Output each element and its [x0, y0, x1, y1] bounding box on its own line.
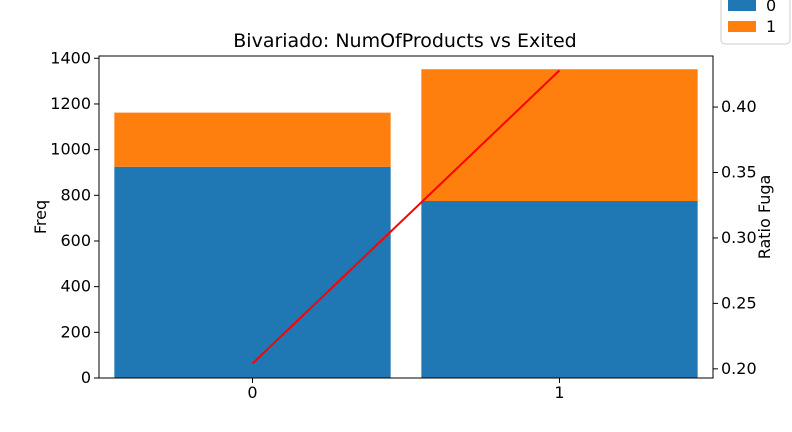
- ratio-line: [251, 69, 561, 365]
- bar-0-series-0: [114, 166, 391, 378]
- bars-group: [114, 69, 698, 378]
- y2-axis-label: Ratio Fuga: [755, 175, 774, 260]
- y-tick-label: 0: [81, 368, 91, 387]
- y2-tick-label: 0.20: [721, 359, 757, 378]
- plot-frame: [98, 55, 714, 379]
- y-tick-label: 200: [60, 322, 91, 341]
- y2-tick-label: 0.30: [721, 228, 757, 247]
- y-axis-label: Freq: [31, 200, 50, 234]
- chart-title: Bivariado: NumOfProducts vs Exited: [233, 30, 576, 52]
- y-tick-label: 600: [60, 231, 91, 250]
- bar-1-series-0: [421, 201, 698, 378]
- x-tick-label: 0: [247, 383, 257, 402]
- legend-swatch-0: [728, 0, 756, 11]
- legend-label: 1: [766, 17, 776, 36]
- ratio-line-group: [251, 69, 561, 365]
- y2-tick-label: 0.25: [721, 293, 757, 312]
- y-tick-label: 1000: [50, 140, 91, 159]
- bar-0-series-1: [114, 112, 391, 167]
- y-tick-label: 1200: [50, 94, 91, 113]
- x-tick-label: 1: [554, 383, 564, 402]
- bar-1-series-1: [421, 69, 698, 202]
- y2-tick-label: 0.35: [721, 162, 757, 181]
- axes-group: 0 200 400 600 800 1000 1200 1400 0.20 0.25 0.30 0.3…: [50, 48, 756, 402]
- legend-swatch-1: [728, 21, 756, 32]
- legend-label: 0: [766, 0, 776, 15]
- y-tick-label: 400: [60, 277, 91, 296]
- y-tick-label: 1400: [50, 48, 91, 67]
- y-tick-label: 800: [60, 185, 91, 204]
- legend: 01: [720, 0, 791, 45]
- y2-tick-label: 0.40: [721, 97, 757, 116]
